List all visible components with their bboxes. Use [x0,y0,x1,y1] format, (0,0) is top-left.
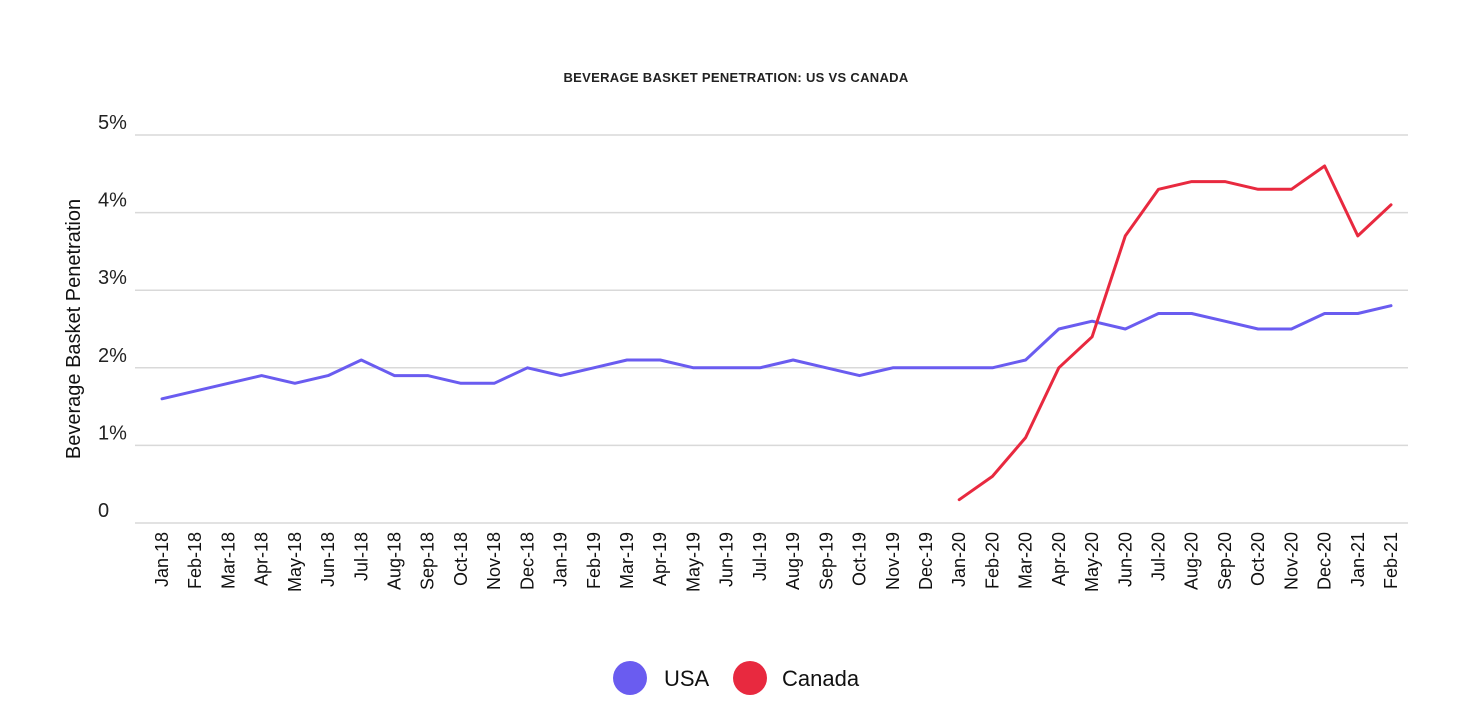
y-axis-label: Beverage Basket Penetration [63,199,85,459]
x-tick-label: Jan-21 [1348,532,1368,587]
x-tick-label: Aug-19 [783,532,803,590]
legend-label-usa: USA [664,666,710,691]
x-tick-label: Oct-19 [850,532,870,586]
legend-marker-canada [733,661,767,695]
x-tick-label: Oct-20 [1248,532,1268,586]
x-tick-label: Jul-19 [750,532,770,581]
series-lines [160,164,1393,502]
x-tick-label: Dec-19 [916,532,936,590]
y-tick-label: 1% [98,422,127,444]
x-tick-label: Feb-21 [1381,532,1401,589]
y-tick-label: 2% [98,345,127,367]
x-tick-label: Nov-18 [484,532,504,590]
x-tick-label: Dec-18 [517,532,537,590]
x-tick-label: Jul-20 [1148,532,1168,581]
chart-title: BEVERAGE BASKET PENETRATION: US VS CANAD… [563,70,908,85]
x-tick-label: Jan-18 [152,532,172,587]
x-tick-label: Mar-19 [617,532,637,589]
x-tick-label: Jan-20 [949,532,969,587]
x-tick-label: Jun-19 [717,532,737,587]
legend-label-canada: Canada [782,666,860,691]
x-tick-label: Jan-19 [551,532,571,587]
y-tick-label: 0 [98,500,109,522]
x-tick-label: Feb-18 [185,532,205,589]
x-tick-label: Apr-19 [650,532,670,586]
x-axis-ticks: Jan-18 Feb-18 Mar-18 Apr-18 May-18 Jun-18 Jul-… [152,532,1401,592]
x-tick-label: Aug-20 [1182,532,1202,590]
x-tick-label: Mar-18 [218,532,238,589]
y-tick-label: 5% [98,112,127,134]
legend: USA Canada [613,661,860,695]
x-tick-label: Sep-18 [418,532,438,590]
x-tick-label: Oct-18 [451,532,471,586]
legend-marker-usa [613,661,647,695]
x-tick-label: May-19 [683,532,703,592]
x-tick-label: Feb-20 [982,532,1002,589]
x-tick-label: Apr-18 [252,532,272,586]
x-tick-label: Sep-19 [816,532,836,590]
series-line-usa [160,304,1393,401]
y-tick-label: 3% [98,267,127,289]
x-tick-label: May-18 [285,532,305,592]
series-line-canada [957,164,1393,502]
x-tick-label: Mar-20 [1016,532,1036,589]
x-tick-label: Dec-20 [1315,532,1335,590]
x-tick-label: Jun-20 [1115,532,1135,587]
x-tick-label: Apr-20 [1049,532,1069,586]
y-axis-ticks: 0 1% 2% 3% 4% 5% [98,112,127,522]
x-tick-label: Sep-20 [1215,532,1235,590]
x-tick-label: Nov-20 [1281,532,1301,590]
x-tick-label: May-20 [1082,532,1102,592]
y-tick-label: 4% [98,190,127,212]
x-tick-label: Aug-18 [385,532,405,590]
gridlines [135,134,1408,524]
x-tick-label: Feb-19 [584,532,604,589]
x-tick-label: Jul-18 [351,532,371,581]
x-tick-label: Jun-18 [318,532,338,587]
x-tick-label: Nov-19 [883,532,903,590]
